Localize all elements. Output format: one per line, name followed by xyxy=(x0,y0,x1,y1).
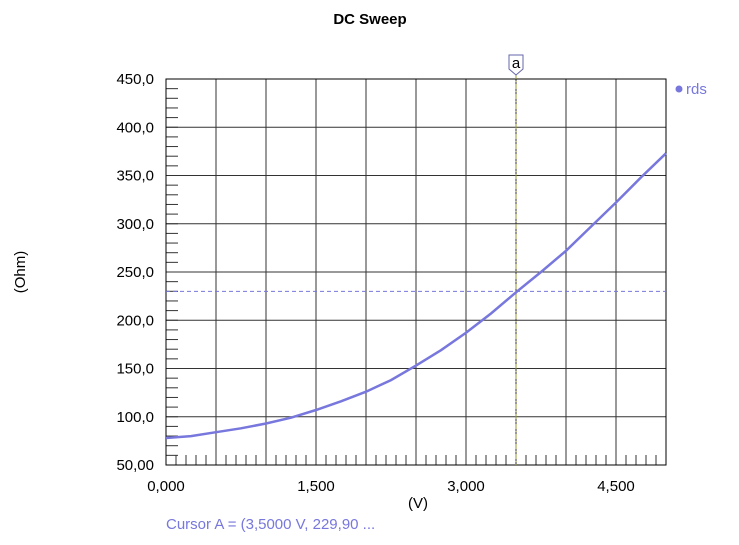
cursor-readout: Cursor A = (3,5000 V, 229,90 ... xyxy=(166,516,375,533)
series-line-rds xyxy=(165,152,667,440)
y-tick-label: 250,0 xyxy=(116,264,154,281)
legend-marker-rds xyxy=(675,85,683,93)
x-tick-labels: 0,000 1,500 3,000 4,500 xyxy=(147,478,635,495)
plot-frame xyxy=(165,78,667,466)
x-tick-label: 4,500 xyxy=(597,478,635,495)
y-tick-label: 300,0 xyxy=(116,216,154,233)
y-tick-label: 200,0 xyxy=(116,312,154,329)
cursor-flag-label: a xyxy=(512,55,521,72)
y-tick-label: 150,0 xyxy=(116,361,154,378)
y-tick-label: 100,0 xyxy=(116,409,154,426)
grid xyxy=(166,79,666,465)
chart-title: DC Sweep xyxy=(333,11,406,28)
minor-ticks xyxy=(165,78,667,466)
y-axis-label: (Ohm) xyxy=(12,251,29,294)
x-tick-label: 3,000 xyxy=(447,478,485,495)
y-tick-label: 450,0 xyxy=(116,71,154,88)
series-layer xyxy=(165,152,667,440)
x-tick-label: 1,500 xyxy=(297,478,335,495)
x-tick-label: 0,000 xyxy=(147,478,185,495)
cursor[interactable]: a xyxy=(166,54,666,465)
legend: rds xyxy=(675,81,707,98)
cursor-flag xyxy=(508,54,524,76)
y-tick-label: 350,0 xyxy=(116,168,154,185)
y-tick-label: 400,0 xyxy=(116,119,154,136)
y-tick-label: 50,00 xyxy=(116,457,154,474)
x-axis-label: (V) xyxy=(408,495,428,512)
legend-label-rds: rds xyxy=(686,81,707,98)
y-tick-labels: 50,00 100,0 150,0 200,0 250,0 300,0 350,0 400,0… xyxy=(116,71,154,474)
